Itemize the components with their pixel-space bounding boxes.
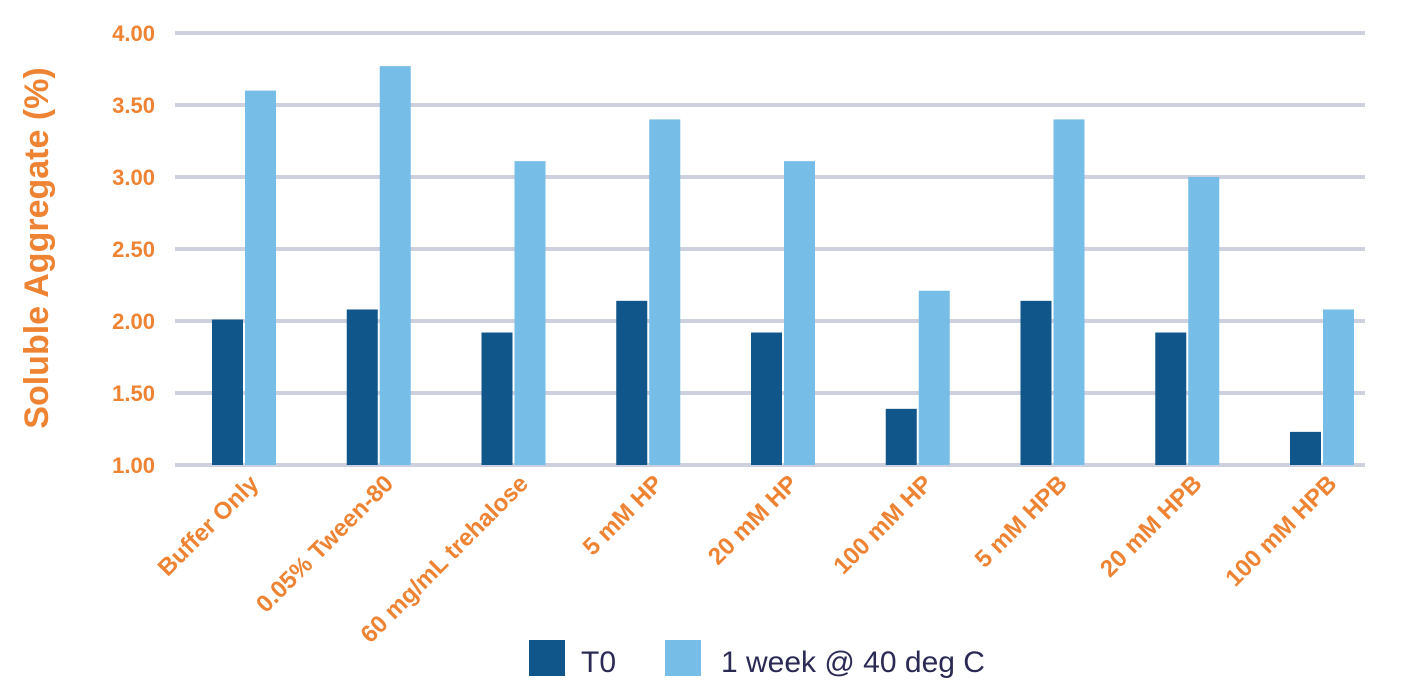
y-axis-ticks: 1.00 1.50 2.00 2.50 3.00 3.50 4.00 (112, 21, 155, 478)
y-tick-label: 2.00 (112, 309, 155, 334)
bar-t0 (616, 300, 648, 465)
legend-label-t0: T0 (581, 646, 616, 679)
bar-1-week (918, 290, 950, 465)
bar-1-week (784, 161, 815, 465)
x-category-label: 100 mM HP (828, 470, 938, 580)
y-tick-label: 2.50 (112, 237, 155, 262)
bar-t0 (1020, 300, 1052, 465)
bar-t0 (885, 408, 917, 465)
bar-1-week (1053, 119, 1085, 466)
bar-1-week (649, 119, 681, 466)
bar-t0 (212, 319, 243, 465)
x-category-label: 5 mM HPB (970, 470, 1073, 573)
bar-1-week (245, 90, 276, 465)
bar-t0 (481, 332, 513, 465)
bar-1-week (514, 161, 546, 465)
y-tick-label: 1.00 (112, 453, 155, 478)
y-tick-label: 4.00 (112, 21, 155, 46)
bar-t0 (346, 309, 378, 465)
bar-1-week (379, 66, 411, 466)
x-category-label: 5 mM HP (578, 470, 669, 561)
bar-1-week (1323, 309, 1354, 465)
legend: T0 1 week @ 40 deg C (529, 640, 985, 679)
y-tick-label: 3.50 (112, 93, 155, 118)
x-category-label: 100 mM HPB (1220, 470, 1342, 592)
legend-swatch-t0 (529, 640, 565, 676)
x-category-label: 20 mM HP (703, 470, 803, 570)
legend-swatch-1-week (665, 640, 701, 676)
y-tick-label: 1.50 (112, 381, 155, 406)
bar-t0 (751, 332, 782, 465)
y-tick-label: 3.00 (112, 165, 155, 190)
bar-1-week (1188, 177, 1220, 465)
x-category-label: 0.05% Tween-80 (251, 470, 399, 618)
y-axis-title: Soluble Aggregate (%) (18, 67, 56, 428)
bar-t0 (1290, 431, 1321, 465)
legend-label-1-week: 1 week @ 40 deg C (721, 646, 985, 679)
bar-t0 (1155, 332, 1187, 465)
bars (212, 66, 1354, 466)
x-category-label: Buffer Only (153, 470, 265, 582)
x-category-label: 20 mM HPB (1095, 470, 1207, 582)
